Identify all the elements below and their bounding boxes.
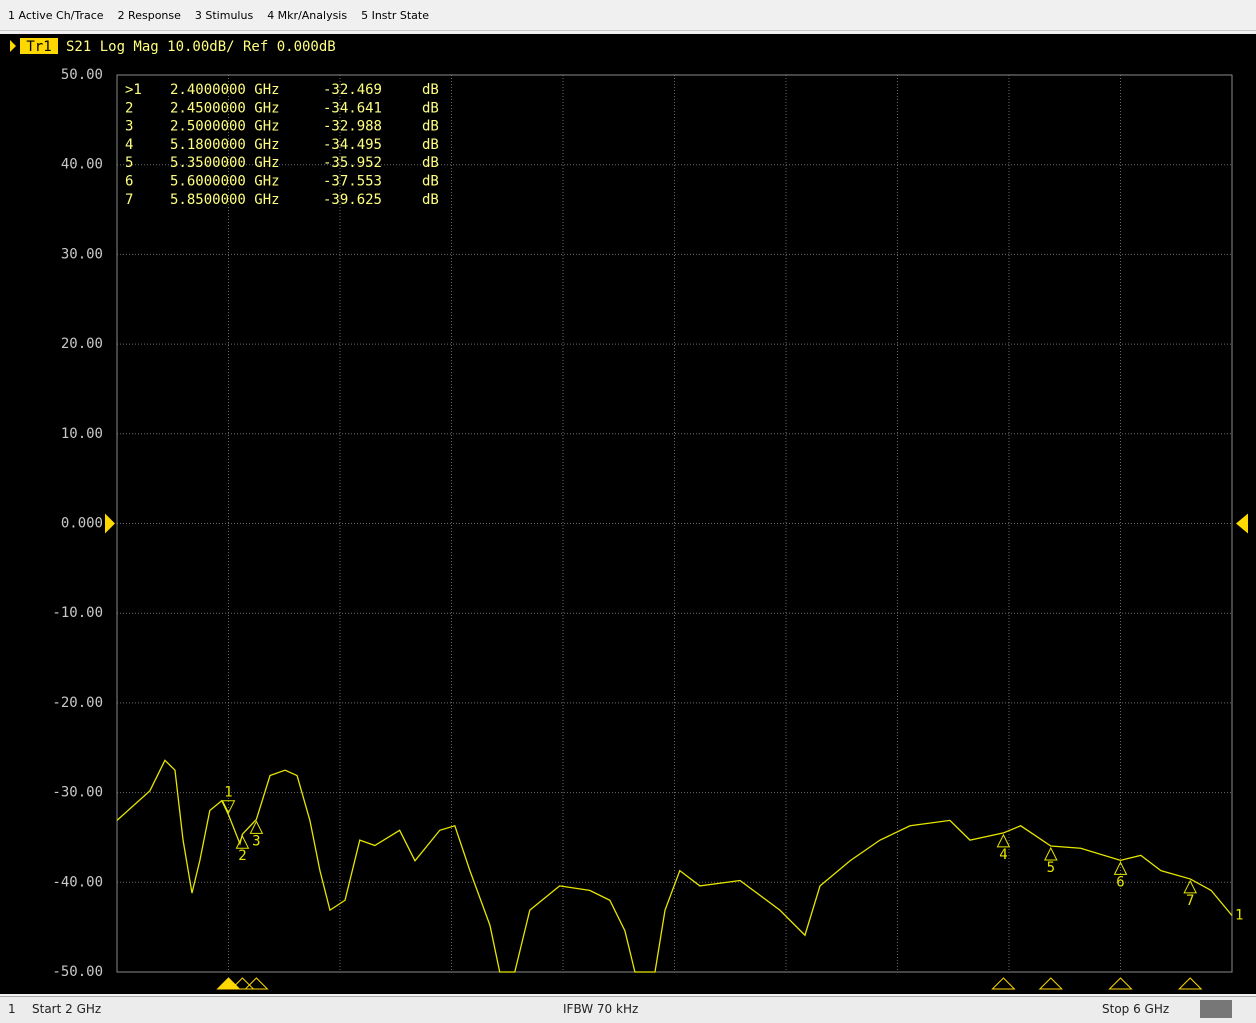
- marker-triangle: [221, 800, 236, 814]
- trace-title: S21 Log Mag 10.00dB/ Ref 0.000dB: [66, 39, 336, 55]
- marker-unit: dB: [422, 137, 439, 153]
- trace-end-label: 1: [1235, 907, 1243, 923]
- marker-value: -37.553: [323, 174, 382, 190]
- active-trace-arrow: [10, 40, 16, 52]
- y-tick-label: 30.00: [61, 246, 103, 262]
- y-tick-label: -50.00: [52, 964, 103, 980]
- y-tick-label: 40.00: [61, 157, 103, 173]
- marker-stimulus: 5.8500000 GHz: [170, 192, 280, 208]
- marker-stimulus: 5.3500000 GHz: [170, 155, 280, 171]
- marker-triangle: [249, 820, 264, 834]
- ref-marker-right: [1236, 513, 1248, 534]
- y-tick-label: 0.000: [61, 516, 103, 532]
- marker-unit: dB: [422, 100, 439, 116]
- stimulus-indicator: [1108, 977, 1133, 990]
- marker-label: 4: [125, 137, 133, 153]
- marker-label: 3: [125, 119, 133, 135]
- y-tick-label: 20.00: [61, 336, 103, 352]
- trace-name: Tr1: [26, 39, 51, 55]
- status-indicator: [1200, 1000, 1232, 1018]
- channel: 1: [8, 1002, 16, 1016]
- y-tick-label: 10.00: [61, 426, 103, 442]
- marker-number: 1: [224, 785, 232, 801]
- menu-item[interactable]: 1 Active Ch/Trace: [8, 8, 104, 22]
- marker-value: -35.952: [323, 155, 382, 171]
- y-tick-label: -30.00: [52, 785, 103, 801]
- stimulus-indicator: [1177, 977, 1203, 990]
- marker-triangle: [1044, 846, 1058, 861]
- y-tick-label: -20.00: [52, 695, 103, 711]
- marker-label: 5: [125, 155, 133, 171]
- marker-unit: dB: [422, 174, 439, 190]
- start: Start 2 GHz: [32, 1002, 102, 1016]
- menu-item[interactable]: 5 Instr State: [361, 8, 429, 22]
- chart: Tr1 S21 Log Mag 10.00dB/ Ref 0.000dB 50.…: [0, 34, 1256, 994]
- stop: Stop 6 GHz: [1102, 1002, 1170, 1016]
- marker-unit: dB: [422, 119, 439, 135]
- marker-triangle: [1113, 861, 1128, 875]
- y-tick-label: 50.00: [61, 67, 103, 83]
- marker-unit: dB: [422, 155, 439, 171]
- plot-background: [0, 34, 1256, 994]
- marker-triangle: [235, 835, 250, 849]
- menu-item[interactable]: 4 Mkr/Analysis: [267, 8, 348, 22]
- y-tick-label: -10.00: [52, 605, 103, 621]
- marker-number: 6: [1116, 874, 1124, 890]
- stimulus-indicator: [244, 977, 269, 990]
- marker-number: 4: [999, 847, 1007, 863]
- trace: [116, 759, 1233, 973]
- marker-stimulus: 5.6000000 GHz: [170, 174, 280, 190]
- marker-number: 3: [252, 833, 260, 849]
- menu-item[interactable]: 2 Response: [117, 8, 181, 22]
- marker-unit: dB: [422, 192, 439, 208]
- marker-label: 2: [125, 100, 133, 116]
- ref-marker-left: [105, 513, 115, 534]
- marker-value: -39.625: [323, 192, 382, 208]
- marker-value: -34.495: [323, 137, 382, 153]
- ifbw: IFBW 70 kHz: [563, 1002, 639, 1016]
- marker-value: -32.469: [323, 82, 382, 98]
- trace-tag: [20, 38, 58, 54]
- marker-label: >1: [125, 82, 142, 98]
- marker-value: -34.641: [323, 100, 382, 116]
- marker-value: -32.988: [323, 119, 382, 135]
- stimulus-indicator: [1038, 977, 1064, 990]
- marker-number: 5: [1047, 860, 1055, 876]
- menu-bar: 1 Active Ch/Trace 2 Response 3 Stimulus …: [0, 0, 1256, 31]
- marker-stimulus: 2.4000000 GHz: [170, 82, 280, 98]
- marker-label: 6: [125, 174, 133, 190]
- status-bar: 1 Start 2 GHz IFBW 70 kHz Stop 6 GHz: [0, 996, 1256, 1023]
- menu-item[interactable]: 3 Stimulus: [194, 8, 254, 22]
- marker-number: 7: [1186, 893, 1194, 909]
- stimulus-indicator: [991, 977, 1016, 990]
- stimulus-indicator: [230, 977, 255, 990]
- marker-triangle: [996, 833, 1011, 848]
- marker-stimulus: 5.1800000 GHz: [170, 137, 280, 153]
- marker-stimulus: 2.4500000 GHz: [170, 100, 280, 116]
- marker-triangle: [1183, 879, 1197, 894]
- marker-unit: dB: [422, 82, 439, 98]
- y-tick-label: -40.00: [52, 874, 103, 890]
- marker-number: 2: [238, 848, 246, 864]
- plot-frame: [116, 74, 1233, 973]
- marker-label: 7: [125, 192, 133, 208]
- marker-stimulus: 2.5000000 GHz: [170, 119, 280, 135]
